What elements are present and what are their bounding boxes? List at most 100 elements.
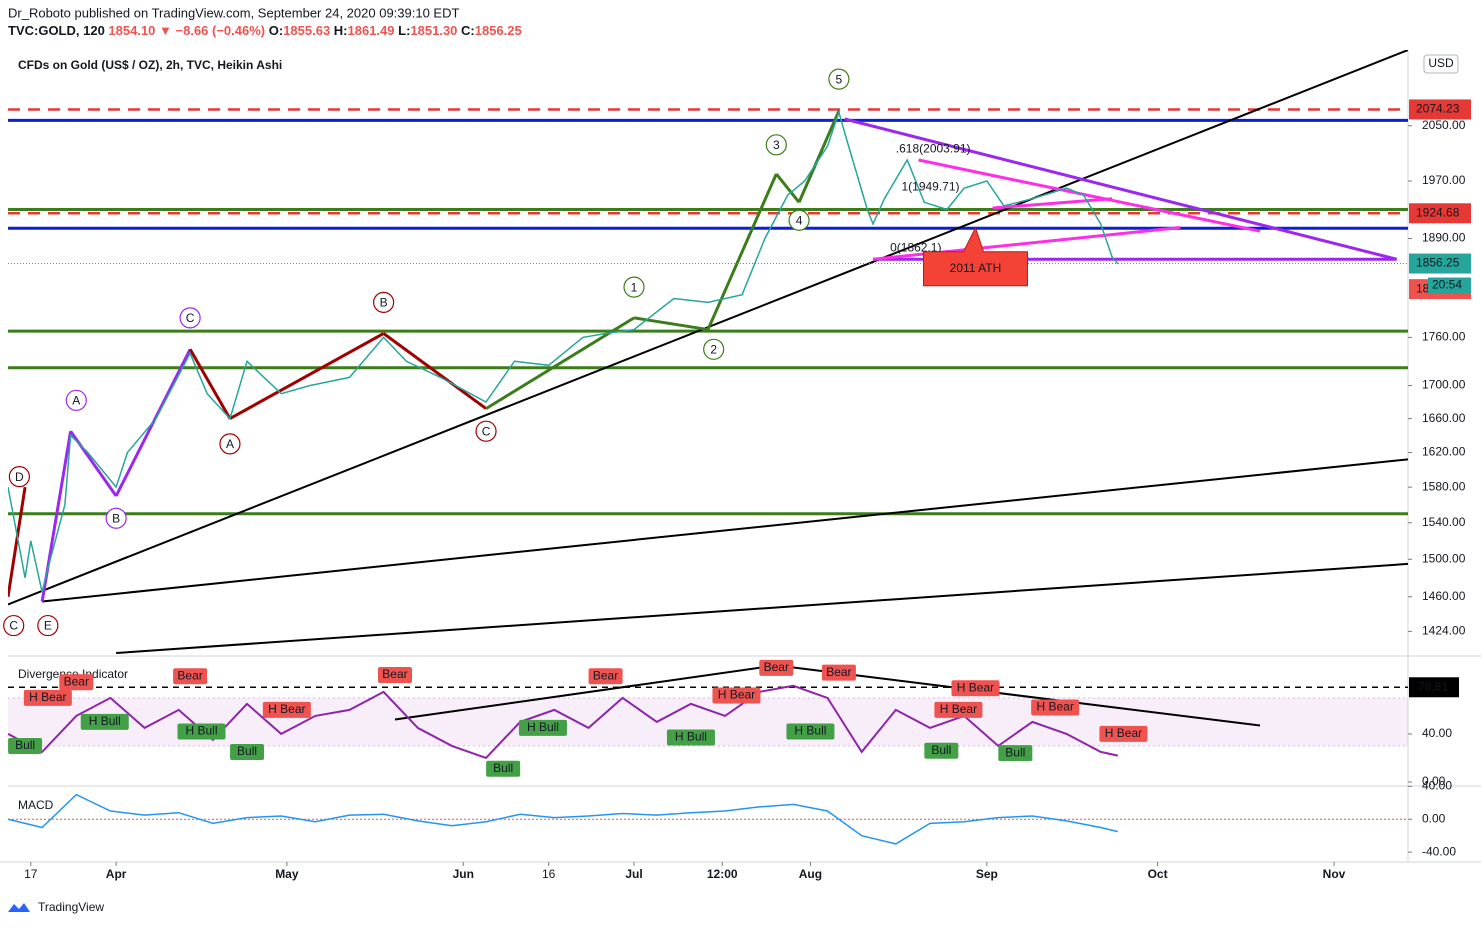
fib-label: 0(1862.1) (890, 240, 941, 254)
price-level-label: 2074.23 (1416, 102, 1460, 116)
countdown: 20:54 (1432, 278, 1462, 292)
y-tick-label: 0.00 (1422, 811, 1446, 825)
y-tick-label: 1890.00 (1422, 231, 1466, 245)
trend-line (992, 197, 1113, 210)
pane-title: Divergence Indicator (18, 667, 128, 681)
wave-label: 1 (631, 280, 638, 294)
trend-line (918, 158, 1261, 233)
trend-line (775, 173, 801, 204)
brand-logo (8, 903, 30, 912)
signal-tag (786, 723, 835, 740)
x-tick-label: Sep (976, 867, 998, 881)
signal-tag (666, 729, 715, 746)
wave-label: 3 (773, 138, 780, 152)
wave-label: C (9, 619, 18, 633)
y-tick-label: 40.00 (1422, 726, 1452, 740)
x-tick-label: Jun (453, 867, 474, 881)
signal-label: H Bull (89, 714, 121, 728)
quote-part: L: (398, 23, 410, 38)
price-tag-label: 1856.25 (1416, 256, 1460, 270)
wave-label: B (112, 511, 120, 525)
y-tick-label: 1540.00 (1422, 515, 1466, 529)
wave-label-circle (788, 209, 810, 231)
currency-box[interactable] (1423, 54, 1459, 74)
wave-label: C (482, 424, 491, 438)
price-level-label: 1924.68 (1416, 205, 1460, 219)
signal-label: Bull (237, 744, 257, 758)
signal-tag (173, 668, 208, 685)
signal-tag (230, 743, 265, 760)
signal-label: H Bull (185, 724, 217, 738)
callout-text: 2011 ATH (950, 261, 1002, 275)
wave-label-circle (65, 389, 87, 411)
wave-label-circle (765, 134, 787, 156)
wave-label: E (44, 619, 52, 633)
pane-title: MACD (18, 798, 54, 812)
signal-tag (486, 760, 521, 777)
signal-tag (934, 701, 983, 718)
wave-label-circle (105, 507, 127, 529)
signal-label: Bull (15, 738, 35, 752)
signal-label: H Bull (675, 730, 707, 744)
level-label: 78.81 (1418, 679, 1448, 693)
callout-box (922, 226, 1028, 287)
y-tick-label: 1970.00 (1422, 173, 1466, 187)
signal-tag (377, 667, 412, 684)
wave-label-circle (37, 614, 59, 637)
y-tick-label: 1424.00 (1422, 624, 1466, 638)
trend-line (229, 332, 385, 420)
pane (8, 793, 1408, 845)
wave-label-circle (623, 276, 645, 298)
wave-label-circle (475, 420, 497, 442)
y-tick-label: -40.00 (1422, 844, 1456, 858)
signal-label: Bear (64, 674, 89, 688)
x-tick-label: 16 (542, 867, 556, 881)
signal-label: H Bear (29, 690, 66, 704)
quote-part: 1861.49 (348, 23, 399, 38)
wave-label: A (72, 393, 80, 407)
wave-label: D (15, 470, 24, 484)
y-tick-label: 1700.00 (1422, 378, 1466, 392)
currency: USD (1428, 56, 1454, 70)
signal-label: Bull (493, 761, 513, 775)
published-line: Dr_Roboto published on TradingView.com, … (8, 5, 459, 20)
signal-tag (518, 719, 567, 736)
trend-line (776, 664, 1261, 727)
x-tick-label: Nov (1323, 867, 1346, 881)
x-tick-label: Apr (106, 867, 127, 881)
wave-label: A (226, 437, 234, 451)
trend-line (382, 332, 487, 410)
signal-tag (23, 689, 72, 706)
x-tick-label: Oct (1148, 867, 1168, 881)
signal-label: H Bull (794, 724, 826, 738)
wave-label: B (380, 296, 388, 310)
signal-tag (821, 664, 856, 681)
trend-line (188, 348, 232, 420)
fib-label: 1(1949.71) (901, 180, 959, 194)
x-tick-label: 17 (24, 867, 38, 881)
quote-part: H: (334, 23, 348, 38)
signal-tag (1099, 725, 1148, 742)
wave-label-circle (179, 307, 201, 329)
y-tick-label: 2050.00 (1422, 118, 1466, 132)
price-level-tag (1409, 203, 1471, 224)
y-tick-label: 1500.00 (1422, 551, 1466, 565)
countdown-tag (1428, 277, 1471, 294)
quote-line: TVC:GOLD, 120 1854.10 ▼ −8.66 (−0.46%) O… (8, 23, 522, 38)
signal-label: Bull (931, 743, 951, 757)
y-tick-label: 0.00 (1422, 774, 1446, 788)
trend-line (797, 110, 841, 203)
wave-label-circle (219, 433, 241, 455)
series-line (8, 109, 1119, 593)
signal-tag (262, 701, 311, 718)
fib-label: .618(2003.91) (896, 141, 971, 155)
wave-label: 4 (796, 213, 803, 227)
y-tick-label: 1580.00 (1422, 479, 1466, 493)
trend-line (394, 664, 777, 721)
signal-label: H Bear (268, 702, 305, 716)
signal-tag (998, 745, 1033, 762)
trend-line (706, 173, 778, 331)
quote-part: O: (269, 23, 283, 38)
pane-title: CFDs on Gold (US$ / OZ), 2h, TVC, Heikin… (18, 58, 282, 72)
